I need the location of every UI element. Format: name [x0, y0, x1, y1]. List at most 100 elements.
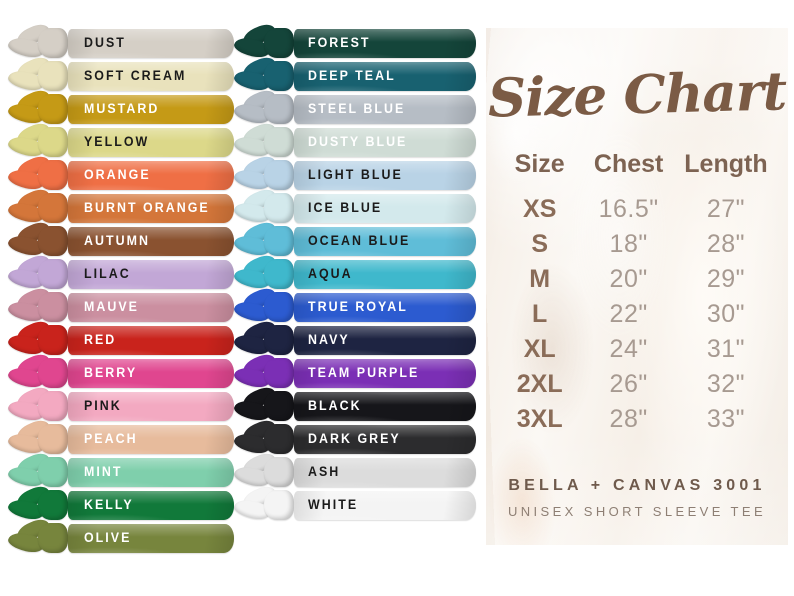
color-swatch-row[interactable]: TEAM PURPLE [232, 351, 480, 391]
panel-vignette [486, 28, 788, 545]
color-swatch-row[interactable]: ASH [232, 450, 480, 490]
shirt-sleeve-swatch [294, 326, 476, 355]
knot-icon [232, 450, 308, 490]
color-swatch-row[interactable]: RED [6, 318, 238, 358]
knot-icon [6, 186, 82, 226]
knot-icon [232, 186, 308, 226]
knot-cinch [38, 259, 68, 289]
brand-label: BELLA + CANVAS 3001 [508, 477, 766, 494]
color-swatch-row[interactable]: DEEP TEAL [232, 54, 480, 94]
knot-cinch [38, 226, 68, 256]
color-swatch-row[interactable]: TRUE ROYAL [232, 285, 480, 325]
color-swatch-column-right: FOREST DEEP TEAL STEEL BLUE DUSTY BLUE LIGHT… [232, 21, 480, 523]
size-table-row: 2XL 26" 32" [498, 370, 776, 399]
cell-size: XL [523, 335, 556, 363]
shirt-sleeve-swatch [294, 491, 476, 520]
knot-icon [6, 54, 82, 94]
color-swatch-row[interactable]: FOREST [232, 21, 480, 61]
knot-cinch [264, 94, 294, 124]
knot-icon [232, 120, 308, 160]
shirt-sleeve-swatch [294, 227, 476, 256]
color-swatch-row[interactable]: MAUVE [6, 285, 238, 325]
color-swatch-row[interactable]: YELLOW [6, 120, 238, 160]
knot-icon [232, 285, 308, 325]
color-swatch-row[interactable]: DUST [6, 21, 238, 61]
cell-size: 2XL [516, 370, 563, 398]
color-swatch-row[interactable]: OCEAN BLUE [232, 219, 480, 259]
color-swatch-row[interactable]: AUTUMN [6, 219, 238, 259]
color-swatch-row[interactable]: BERRY [6, 351, 238, 391]
knot-cinch [264, 358, 294, 388]
color-swatch-row[interactable]: BURNT ORANGE [6, 186, 238, 226]
knot-cinch [264, 490, 294, 520]
knot-cinch [38, 28, 68, 58]
shirt-sleeve-swatch [68, 62, 234, 91]
color-swatch-row[interactable]: BLACK [232, 384, 480, 424]
color-swatch-row[interactable]: MINT [6, 450, 238, 490]
color-swatch-row[interactable]: SOFT CREAM [6, 54, 238, 94]
size-table-row: XS 16.5" 27" [498, 195, 776, 224]
knot-cinch [38, 325, 68, 355]
size-table-row: L 22" 30" [498, 300, 776, 329]
shirt-sleeve-swatch [68, 260, 234, 289]
color-swatch-row[interactable]: PEACH [6, 417, 238, 457]
color-swatch-row[interactable]: ORANGE [6, 153, 238, 193]
cell-length: 33" [706, 405, 746, 433]
knot-icon [6, 120, 82, 160]
shirt-sleeve-swatch [294, 458, 476, 487]
color-swatch-row[interactable]: LIGHT BLUE [232, 153, 480, 193]
knot-cinch [264, 193, 294, 223]
shirt-sleeve-swatch [68, 524, 234, 553]
knot-cinch [264, 292, 294, 322]
color-swatch-row[interactable]: DUSTY BLUE [232, 120, 480, 160]
color-swatch-row[interactable]: STEEL BLUE [232, 87, 480, 127]
shirt-sleeve-swatch [294, 359, 476, 388]
knot-icon [6, 21, 82, 61]
knot-icon [6, 285, 82, 325]
knot-icon [6, 318, 82, 358]
color-swatch-row[interactable]: WHITE [232, 483, 480, 523]
knot-icon [232, 318, 308, 358]
color-swatch-row[interactable]: KELLY [6, 483, 238, 523]
color-swatch-row[interactable]: PINK [6, 384, 238, 424]
column-header-length: Length [684, 150, 768, 178]
shirt-sleeve-swatch [68, 458, 234, 487]
knot-cinch [38, 523, 68, 553]
knot-cinch [38, 61, 68, 91]
cell-chest: 28" [609, 405, 648, 433]
column-header-chest: Chest [593, 150, 664, 178]
color-swatch-row[interactable]: MUSTARD [6, 87, 238, 127]
size-table-row: XL 24" 31" [498, 335, 776, 364]
knot-icon [6, 219, 82, 259]
cell-length: 32" [706, 370, 746, 398]
color-swatch-row[interactable]: OLIVE [6, 516, 238, 556]
cell-length: 29" [706, 265, 746, 293]
cell-length: 28" [706, 230, 746, 258]
color-swatch-column-left: DUST SOFT CREAM MUSTARD YELLOW ORANGE BURNT O… [6, 21, 238, 556]
knot-icon [232, 153, 308, 193]
shirt-sleeve-swatch [68, 326, 234, 355]
product-label: UNISEX SHORT SLEEVE TEE [507, 504, 767, 519]
column-header-size: Size [514, 150, 565, 178]
knot-cinch [38, 292, 68, 322]
knot-icon [232, 219, 308, 259]
color-swatch-row[interactable]: AQUA [232, 252, 480, 292]
shirt-sleeve-swatch [68, 128, 234, 157]
knot-cinch [38, 160, 68, 190]
knot-icon [6, 87, 82, 127]
knot-icon [232, 87, 308, 127]
shirt-sleeve-swatch [294, 128, 476, 157]
color-swatch-row[interactable]: ICE BLUE [232, 186, 480, 226]
knot-cinch [38, 391, 68, 421]
knot-cinch [264, 259, 294, 289]
knot-icon [232, 384, 308, 424]
cell-length: 30" [706, 300, 746, 328]
knot-cinch [264, 325, 294, 355]
color-swatch-row[interactable]: LILAC [6, 252, 238, 292]
color-swatch-row[interactable]: DARK GREY [232, 417, 480, 457]
size-table-row: 3XL 28" 33" [498, 405, 776, 434]
knot-cinch [264, 424, 294, 454]
cell-size: M [529, 265, 551, 293]
color-swatch-row[interactable]: NAVY [232, 318, 480, 358]
